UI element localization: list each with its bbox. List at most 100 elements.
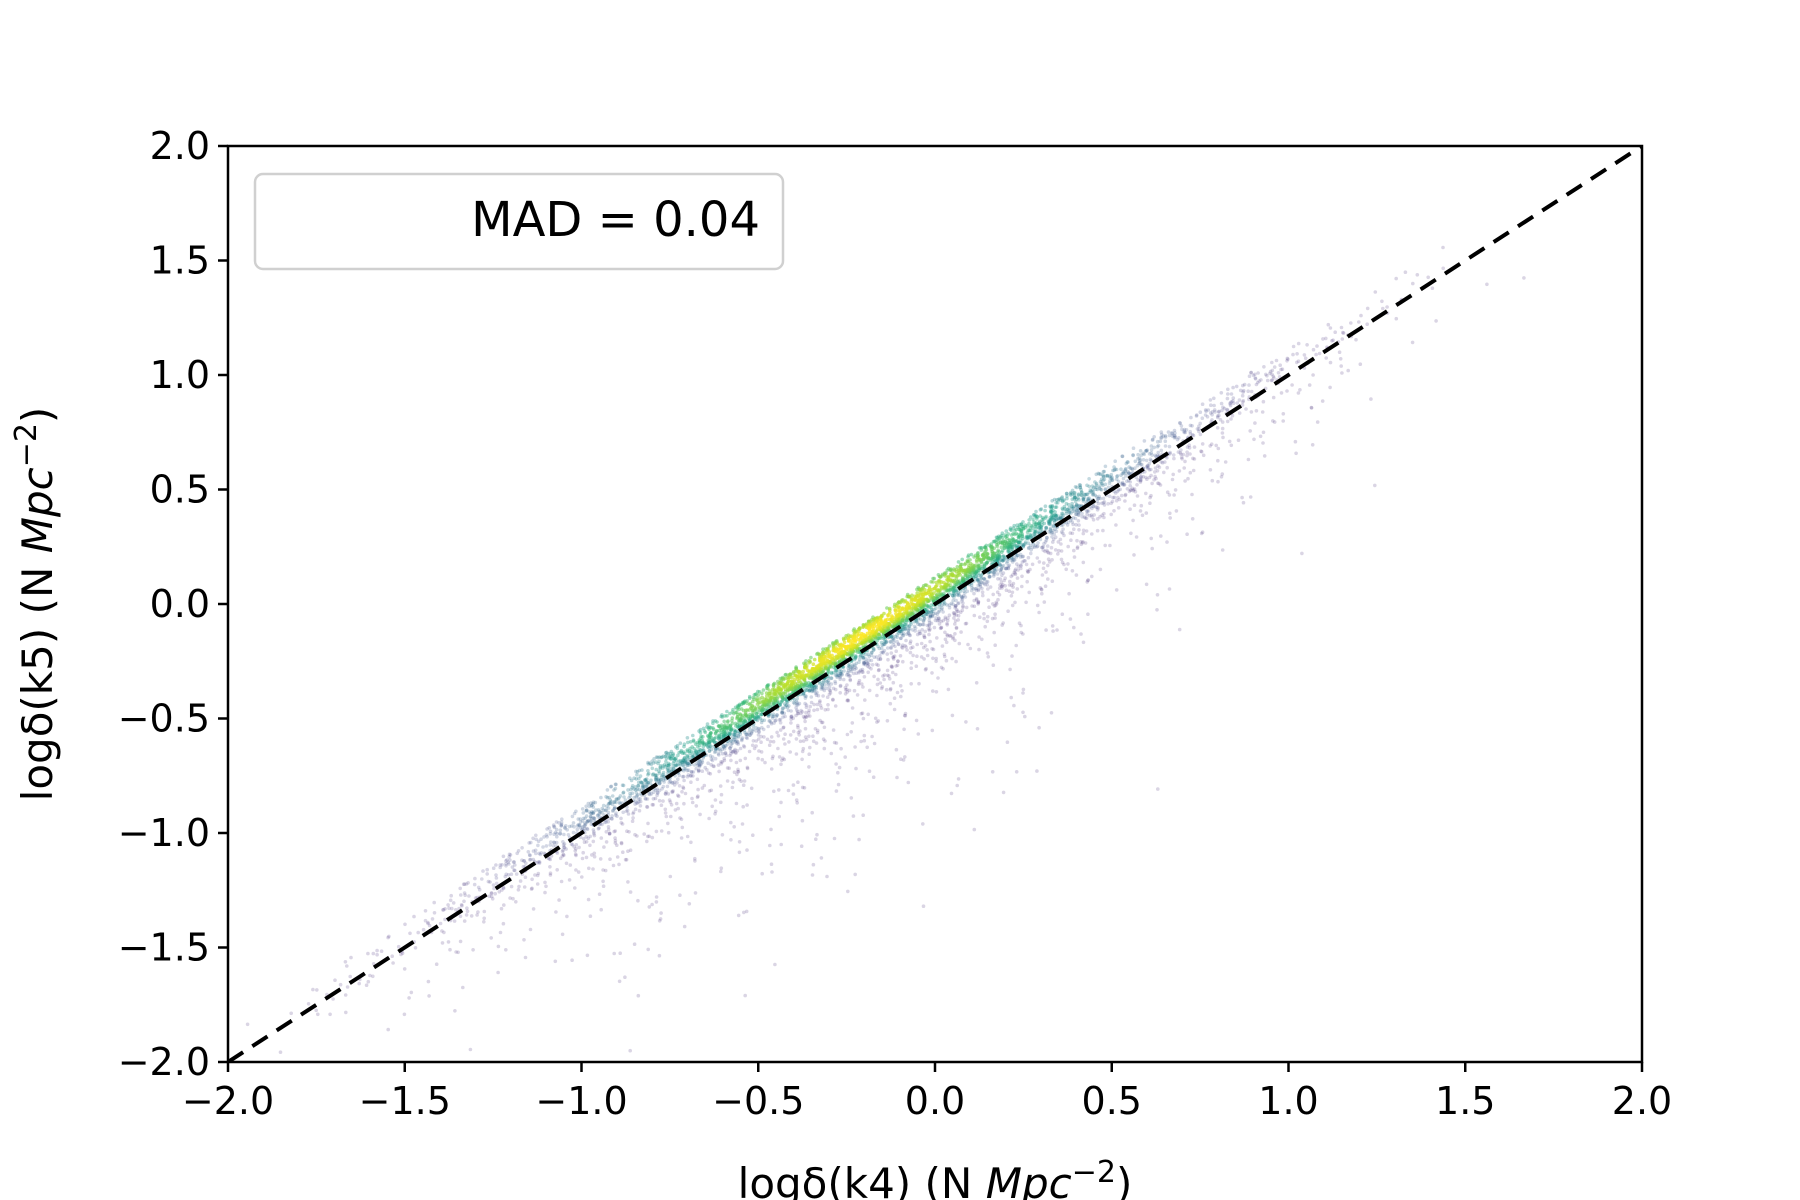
scatter-point (861, 670, 865, 674)
scatter-point (889, 664, 894, 669)
scatter-point (726, 719, 730, 723)
scatter-point (1072, 555, 1077, 559)
scatter-point (1346, 368, 1350, 373)
scatter-point (869, 666, 873, 671)
scatter-point (1341, 331, 1346, 335)
scatter-point (539, 837, 543, 841)
scatter-point (1132, 553, 1136, 557)
scatter-point (1075, 485, 1079, 490)
scatter-point (547, 857, 551, 861)
scatter-point (919, 655, 924, 659)
scatter-point (847, 662, 852, 667)
scatter-point (823, 708, 828, 712)
scatter-point (432, 911, 437, 915)
scatter-point (610, 794, 615, 798)
scatter-point (938, 626, 943, 631)
scatter-point (751, 833, 755, 837)
scatter-point (660, 787, 664, 791)
scatter-point (1043, 540, 1048, 544)
scatter-point (1032, 520, 1036, 524)
scatter-point (918, 596, 922, 601)
scatter-point (534, 837, 538, 842)
scatter-point (1265, 378, 1270, 383)
scatter-point (489, 894, 494, 899)
scatter-point (827, 688, 832, 692)
scatter-point (1100, 501, 1104, 506)
scatter-point (951, 635, 955, 639)
scatter-point (945, 621, 949, 626)
scatter-point (751, 727, 755, 732)
scatter-point (848, 678, 853, 683)
scatter-point (785, 681, 790, 686)
scatter-point (1141, 474, 1146, 479)
scatter-point (534, 833, 538, 838)
scatter-point (1023, 714, 1027, 719)
scatter-point (796, 709, 800, 714)
scatter-point (1214, 443, 1218, 448)
scatter-point (534, 851, 538, 856)
scatter-point (987, 605, 991, 609)
scatter-point (832, 836, 837, 841)
scatter-point (1106, 502, 1110, 506)
scatter-point (1101, 528, 1105, 533)
scatter-point (642, 832, 646, 836)
scatter-point (676, 806, 680, 811)
scatter-point (664, 814, 669, 819)
scatter-point (494, 873, 498, 877)
scatter-point (693, 891, 698, 895)
scatter-point (1261, 399, 1266, 404)
scatter-point (1086, 612, 1090, 616)
scatter-point (807, 752, 811, 756)
scatter-point (502, 903, 506, 907)
scatter-point (527, 841, 531, 845)
scatter-point (934, 690, 939, 694)
scatter-point (871, 775, 876, 779)
scatter-point (497, 890, 502, 894)
scatter-point (1060, 499, 1065, 504)
scatter-point (421, 927, 426, 932)
scatter-point (1241, 388, 1246, 393)
scatter-point (407, 996, 411, 1000)
scatter-point (1036, 541, 1040, 545)
scatter-point (781, 706, 785, 710)
scatter-point (1246, 457, 1251, 462)
scatter-point (859, 711, 864, 716)
scatter-point (617, 979, 622, 984)
scatter-point (800, 672, 805, 677)
scatter-point (850, 721, 855, 725)
scatter-point (682, 924, 687, 929)
scatter-point (1338, 357, 1343, 361)
scatter-point (921, 904, 926, 908)
scatter-point (657, 788, 662, 793)
scatter-point (756, 756, 760, 761)
scatter-point (836, 770, 840, 775)
scatter-point (1192, 445, 1197, 449)
scatter-point (403, 922, 407, 927)
scatter-point (461, 985, 465, 990)
scatter-point (506, 873, 511, 877)
scatter-point (970, 604, 974, 608)
scatter-point (531, 836, 535, 841)
scatter-point (1261, 430, 1266, 435)
scatter-point (733, 721, 738, 726)
scatter-point (1185, 450, 1189, 455)
scatter-point (1156, 450, 1160, 455)
scatter-point (804, 715, 809, 719)
scatter-point (713, 756, 718, 761)
scatter-point (666, 792, 671, 796)
scatter-point (953, 622, 957, 626)
scatter-point (808, 704, 812, 709)
scatter-point (796, 711, 801, 716)
scatter-point (1220, 472, 1225, 476)
scatter-point (475, 913, 479, 917)
scatter-point (735, 748, 740, 753)
scatter-point (520, 858, 524, 862)
scatter-point (1042, 541, 1046, 546)
scatter-point (1309, 406, 1314, 410)
scatter-point (945, 634, 950, 638)
scatter-point (1144, 582, 1149, 587)
scatter-point (915, 654, 919, 658)
scatter-point (780, 758, 784, 763)
scatter-point (729, 820, 733, 825)
scatter-point (1119, 493, 1124, 498)
